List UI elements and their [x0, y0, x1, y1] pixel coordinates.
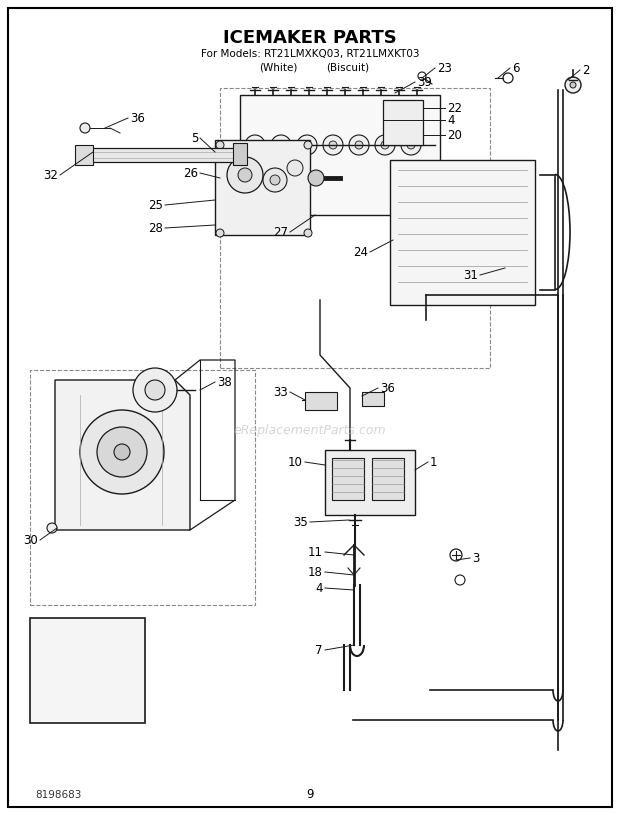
Circle shape — [565, 77, 581, 93]
Text: 27: 27 — [273, 226, 288, 239]
Text: eReplacementParts.com: eReplacementParts.com — [234, 424, 386, 437]
Text: 26: 26 — [183, 166, 198, 179]
Circle shape — [145, 380, 165, 400]
Circle shape — [238, 168, 252, 182]
Circle shape — [407, 141, 415, 149]
Text: 20: 20 — [447, 129, 462, 142]
Circle shape — [270, 175, 280, 185]
Bar — [30, 370, 255, 605]
Bar — [372, 458, 404, 500]
Circle shape — [47, 523, 57, 533]
Circle shape — [80, 123, 90, 133]
Text: 5: 5 — [190, 131, 198, 144]
Text: 24: 24 — [353, 245, 368, 258]
Text: 8198683: 8198683 — [35, 790, 81, 800]
Circle shape — [308, 170, 324, 186]
Text: 3: 3 — [472, 552, 479, 565]
Circle shape — [401, 135, 421, 155]
Circle shape — [97, 427, 147, 477]
Circle shape — [375, 135, 395, 155]
Text: 1: 1 — [430, 456, 438, 469]
Text: 25: 25 — [148, 199, 163, 212]
Circle shape — [329, 141, 337, 149]
Bar — [362, 392, 384, 406]
Circle shape — [133, 368, 177, 412]
Bar — [220, 88, 490, 368]
Bar — [75, 145, 93, 165]
Bar — [390, 160, 535, 305]
Circle shape — [114, 444, 130, 460]
Circle shape — [323, 135, 343, 155]
Text: 9: 9 — [306, 788, 314, 801]
Circle shape — [297, 135, 317, 155]
Bar — [383, 100, 423, 145]
Bar — [215, 140, 310, 235]
Circle shape — [355, 141, 363, 149]
Text: (White): (White) — [259, 62, 297, 72]
Text: 36: 36 — [130, 112, 145, 125]
Circle shape — [271, 135, 291, 155]
Text: 36: 36 — [380, 381, 395, 394]
Circle shape — [570, 82, 576, 88]
Bar — [30, 618, 145, 723]
Text: 23: 23 — [437, 61, 452, 74]
Circle shape — [263, 168, 287, 192]
Circle shape — [304, 229, 312, 237]
Bar — [332, 458, 364, 500]
Bar — [325, 450, 415, 515]
Circle shape — [227, 157, 263, 193]
Text: 33: 33 — [273, 385, 288, 399]
Bar — [305, 392, 337, 410]
Text: For Models: RT21LMXKQ03, RT21LMXKT03: For Models: RT21LMXKQ03, RT21LMXKT03 — [201, 49, 419, 59]
Polygon shape — [55, 380, 190, 530]
Circle shape — [287, 160, 303, 176]
Text: 22: 22 — [447, 102, 462, 114]
Text: 30: 30 — [24, 534, 38, 547]
Circle shape — [245, 135, 265, 155]
Circle shape — [80, 410, 164, 494]
Circle shape — [381, 141, 389, 149]
Circle shape — [216, 229, 224, 237]
Text: 38: 38 — [217, 376, 232, 389]
Text: 31: 31 — [463, 268, 478, 281]
Text: 32: 32 — [43, 169, 58, 182]
Text: 6: 6 — [512, 61, 520, 74]
Circle shape — [349, 135, 369, 155]
Text: 35: 35 — [293, 516, 308, 528]
Circle shape — [304, 141, 312, 149]
Text: 10: 10 — [288, 456, 303, 469]
Text: 18: 18 — [308, 566, 323, 579]
Circle shape — [251, 141, 259, 149]
Text: 7: 7 — [316, 644, 323, 657]
Text: 39: 39 — [417, 76, 432, 89]
Text: 28: 28 — [148, 222, 163, 235]
Circle shape — [277, 141, 285, 149]
Text: 4: 4 — [447, 113, 454, 126]
Text: 11: 11 — [308, 545, 323, 558]
Text: ICEMAKER PARTS: ICEMAKER PARTS — [223, 29, 397, 47]
Text: 2: 2 — [582, 64, 590, 77]
Text: (Biscuit): (Biscuit) — [327, 62, 370, 72]
Text: 4: 4 — [316, 581, 323, 594]
Bar — [233, 143, 247, 165]
Bar — [90, 148, 235, 162]
Circle shape — [216, 141, 224, 149]
Bar — [240, 95, 440, 215]
Circle shape — [303, 141, 311, 149]
